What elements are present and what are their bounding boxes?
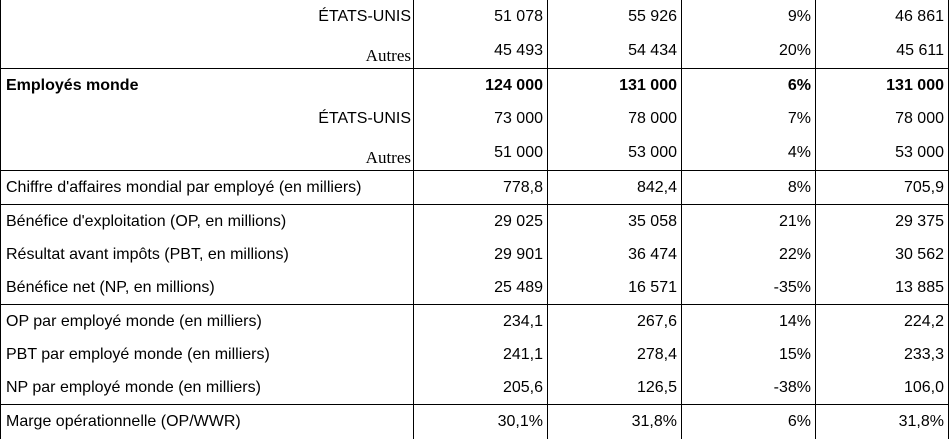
value-cell: 29 375 — [816, 205, 949, 239]
table-row: OP par employé monde (en milliers) 234,1… — [1, 305, 949, 339]
value-cell: 233,3 — [816, 338, 949, 371]
value-cell: 22% — [682, 238, 816, 271]
value-cell: 15% — [682, 338, 816, 371]
row-label: Autres — [1, 135, 414, 171]
value-cell: 53 000 — [548, 135, 682, 171]
table-row: Résultat avant impôts (PBT, en millions)… — [1, 238, 949, 271]
row-label: Bénéfice d'exploitation (OP, en millions… — [1, 205, 414, 239]
value-cell: 205,6 — [414, 371, 548, 405]
value-cell: 51 078 — [414, 0, 548, 33]
row-label: Autres — [1, 33, 414, 69]
value-cell: 234,1 — [414, 305, 548, 339]
value-cell: 31,8% — [548, 405, 682, 439]
value-cell: 842,4 — [548, 171, 682, 205]
value-cell: 7% — [682, 102, 816, 135]
table-row: Autres 45 493 54 434 20% 45 611 — [1, 33, 949, 69]
value-cell: 51 000 — [414, 135, 548, 171]
value-cell: 106,0 — [816, 371, 949, 405]
value-cell: 35 058 — [548, 205, 682, 239]
value-cell: 131 000 — [548, 69, 682, 103]
value-cell: 241,1 — [414, 338, 548, 371]
value-cell: 53 000 — [816, 135, 949, 171]
value-cell: 8% — [682, 171, 816, 205]
value-cell: 13 885 — [816, 271, 949, 305]
value-cell: 278,4 — [548, 338, 682, 371]
value-cell: 778,8 — [414, 171, 548, 205]
value-cell: 267,6 — [548, 305, 682, 339]
value-cell: 54 434 — [548, 33, 682, 69]
value-cell: 30,1% — [414, 405, 548, 439]
table-row: Bénéfice d'exploitation (OP, en millions… — [1, 205, 949, 239]
row-label: ÉTATS-UNIS — [1, 0, 414, 33]
row-label: PBT par employé monde (en milliers) — [1, 338, 414, 371]
value-cell: 705,9 — [816, 171, 949, 205]
value-cell: 36 474 — [548, 238, 682, 271]
value-cell: 6% — [682, 69, 816, 103]
row-label: Résultat avant impôts (PBT, en millions) — [1, 238, 414, 271]
row-label: Employés monde — [1, 69, 414, 103]
value-cell: 20% — [682, 33, 816, 69]
table-row: Marge opérationnelle (OP/WWR) 30,1% 31,8… — [1, 405, 949, 439]
value-cell: 29 901 — [414, 238, 548, 271]
value-cell: 16 571 — [548, 271, 682, 305]
value-cell: 78 000 — [816, 102, 949, 135]
value-cell: 45 493 — [414, 33, 548, 69]
value-cell: 6% — [682, 405, 816, 439]
table-row: NP par employé monde (en milliers) 205,6… — [1, 371, 949, 405]
value-cell: 25 489 — [414, 271, 548, 305]
table-row: Autres 51 000 53 000 4% 53 000 — [1, 135, 949, 171]
value-cell: 124 000 — [414, 69, 548, 103]
row-label: Bénéfice net (NP, en millions) — [1, 271, 414, 305]
value-cell: 4% — [682, 135, 816, 171]
row-label: OP par employé monde (en milliers) — [1, 305, 414, 339]
value-cell: 45 611 — [816, 33, 949, 69]
value-cell: 131 000 — [816, 69, 949, 103]
table-row: ÉTATS-UNIS 51 078 55 926 9% 46 861 — [1, 0, 949, 33]
value-cell: 46 861 — [816, 0, 949, 33]
table-row: ÉTATS-UNIS 73 000 78 000 7% 78 000 — [1, 102, 949, 135]
value-cell: -38% — [682, 371, 816, 405]
value-cell: 73 000 — [414, 102, 548, 135]
value-cell: 55 926 — [548, 0, 682, 33]
table-row: Chiffre d'affaires mondial par employé (… — [1, 171, 949, 205]
value-cell: 14% — [682, 305, 816, 339]
row-label: NP par employé monde (en milliers) — [1, 371, 414, 405]
value-cell: 21% — [682, 205, 816, 239]
value-cell: -35% — [682, 271, 816, 305]
value-cell: 9% — [682, 0, 816, 33]
table-row: Employés monde 124 000 131 000 6% 131 00… — [1, 69, 949, 103]
value-cell: 29 025 — [414, 205, 548, 239]
value-cell: 78 000 — [548, 102, 682, 135]
table-row: PBT par employé monde (en milliers) 241,… — [1, 338, 949, 371]
value-cell: 126,5 — [548, 371, 682, 405]
value-cell: 31,8% — [816, 405, 949, 439]
row-label: Marge opérationnelle (OP/WWR) — [1, 405, 414, 439]
table-row: Bénéfice net (NP, en millions) 25 489 16… — [1, 271, 949, 305]
value-cell: 224,2 — [816, 305, 949, 339]
value-cell: 30 562 — [816, 238, 949, 271]
row-label: ÉTATS-UNIS — [1, 102, 414, 135]
row-label: Chiffre d'affaires mondial par employé (… — [1, 171, 414, 205]
